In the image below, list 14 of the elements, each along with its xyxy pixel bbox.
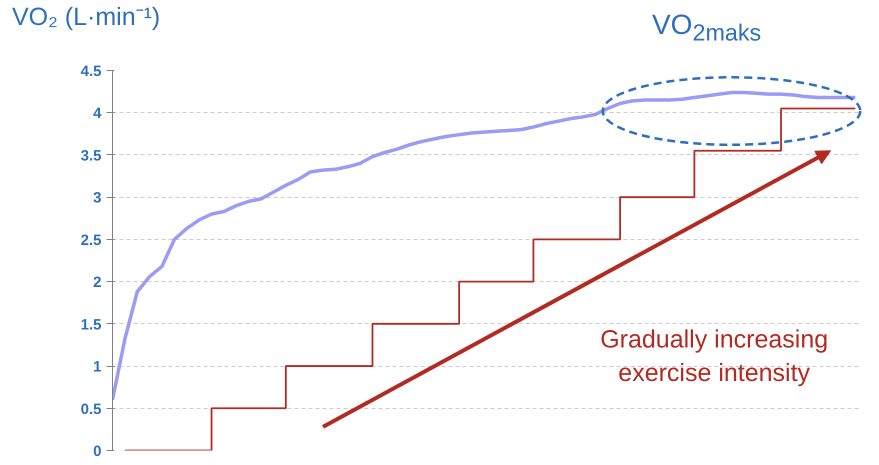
y-tick-label: 1.5	[80, 316, 102, 334]
y-tick-label: 2	[93, 274, 102, 292]
y-tick-label: 4.5	[80, 63, 102, 80]
annotation: Gradually increasing exercise intensity	[600, 326, 828, 388]
text: VO$_{2maks}$	[652, 9, 762, 48]
y-tick-label: 2.5	[80, 232, 102, 249]
y-tick-label: 4	[93, 105, 102, 122]
y-tick-label: 3.5	[80, 147, 102, 164]
y-tick-label: 3	[93, 190, 102, 207]
y-axis-title: VO₂ (L·min⁻¹)	[12, 2, 160, 32]
y-tick-label: 1	[93, 358, 102, 376]
y-tick-label: 0	[93, 443, 102, 460]
y-tick-label: 0.5	[80, 400, 102, 418]
line-series	[112, 90, 858, 402]
